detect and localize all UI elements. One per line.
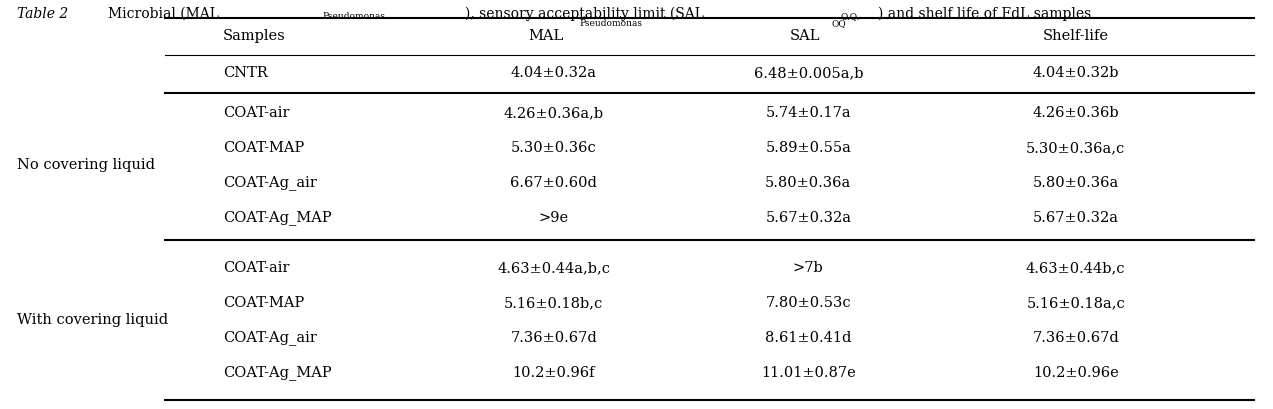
Text: Pseudomonas: Pseudomonas [322,12,384,21]
Text: COAT-Ag_air: COAT-Ag_air [223,175,317,191]
Text: 10.2±0.96f: 10.2±0.96f [513,366,594,380]
Text: COAT-Ag_MAP: COAT-Ag_MAP [223,211,331,225]
Text: 4.26±0.36b: 4.26±0.36b [1032,106,1119,120]
Text: COAT-air: COAT-air [223,106,289,120]
Text: ), sensory acceptability limit (SAL: ), sensory acceptability limit (SAL [465,7,704,21]
Text: 4.04±0.32a: 4.04±0.32a [510,66,597,80]
Text: Samples: Samples [223,29,285,43]
Text: Table 2: Table 2 [17,7,67,21]
Text: Pseudomonas: Pseudomonas [579,19,642,28]
Text: 8.61±0.41d: 8.61±0.41d [765,331,852,345]
Text: 7.36±0.67d: 7.36±0.67d [1032,331,1119,345]
Text: OQ: OQ [831,19,847,28]
Text: COAT-Ag_MAP: COAT-Ag_MAP [223,366,331,380]
Text: SAL: SAL [789,29,820,43]
Text: 5.89±0.55a: 5.89±0.55a [765,141,852,155]
Text: CNTR: CNTR [223,66,267,80]
Text: 5.30±0.36c: 5.30±0.36c [510,141,597,155]
Text: 5.80±0.36a: 5.80±0.36a [765,176,852,190]
Text: 5.30±0.36a,c: 5.30±0.36a,c [1026,141,1125,155]
Text: COAT-Ag_air: COAT-Ag_air [223,330,317,346]
Text: 11.01±0.87e: 11.01±0.87e [761,366,855,380]
Text: Microbial (MAL: Microbial (MAL [108,7,219,21]
Text: 10.2±0.96e: 10.2±0.96e [1032,366,1119,380]
Text: With covering liquid: With covering liquid [17,313,168,327]
Text: 4.63±0.44a,b,c: 4.63±0.44a,b,c [498,261,610,275]
Text: No covering liquid: No covering liquid [17,158,154,172]
Text: 7.36±0.67d: 7.36±0.67d [510,331,597,345]
Text: 4.26±0.36a,b: 4.26±0.36a,b [504,106,603,120]
Text: 4.04±0.32b: 4.04±0.32b [1032,66,1119,80]
Text: 5.16±0.18a,c: 5.16±0.18a,c [1026,296,1125,310]
Text: 5.74±0.17a: 5.74±0.17a [765,106,852,120]
Text: 5.67±0.32a: 5.67±0.32a [1032,211,1119,225]
Text: Shelf-life: Shelf-life [1043,29,1109,43]
Text: MAL: MAL [528,29,564,43]
Text: 5.16±0.18b,c: 5.16±0.18b,c [504,296,603,310]
Text: 7.80±0.53c: 7.80±0.53c [765,296,852,310]
Text: COAT-MAP: COAT-MAP [223,296,304,310]
Text: >7b: >7b [793,261,824,275]
Text: COAT-MAP: COAT-MAP [223,141,304,155]
Text: COAT-air: COAT-air [223,261,289,275]
Text: ) and shelf life of FdL samples: ) and shelf life of FdL samples [878,7,1092,21]
Text: 5.67±0.32a: 5.67±0.32a [765,211,852,225]
Text: 6.67±0.60d: 6.67±0.60d [510,176,597,190]
Text: 6.48±0.005a,b: 6.48±0.005a,b [754,66,863,80]
Text: 4.63±0.44b,c: 4.63±0.44b,c [1026,261,1125,275]
Text: O.Q.: O.Q. [840,12,859,21]
Text: 5.80±0.36a: 5.80±0.36a [1032,176,1119,190]
Text: >9e: >9e [538,211,569,225]
